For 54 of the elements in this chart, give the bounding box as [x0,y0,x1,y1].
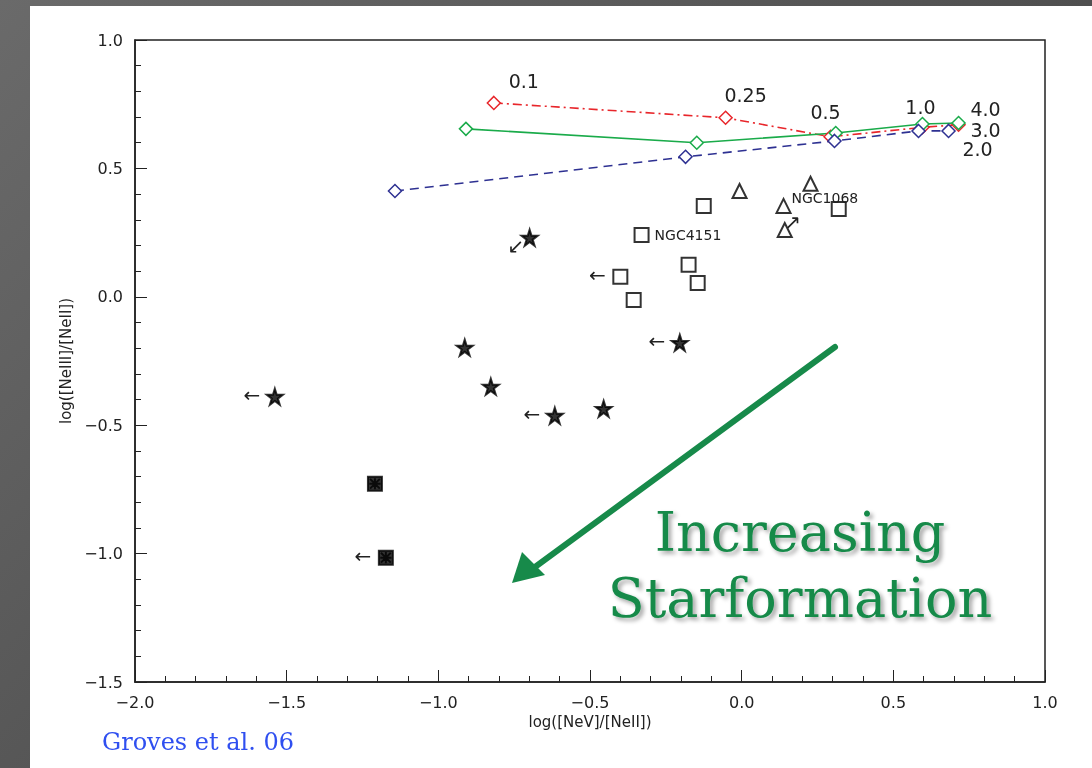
x-tick-label: −0.5 [570,692,610,712]
x-tick-label: −1.0 [418,692,458,712]
point [689,135,705,150]
annotation: ← [523,401,541,426]
annotation: 0.25 [724,83,767,106]
x-tick-label: −2.0 [115,692,155,712]
x-tick-label: −1.5 [267,692,307,712]
y-axis-title: log([NeIII]/[NeII]) [56,297,75,425]
annotation: ← [354,543,372,568]
y-tick-label: 0.5 [97,158,123,178]
x-tick-label: 1.0 [1032,692,1058,712]
annotation: ← [243,382,261,407]
point [941,123,956,139]
y-tick-label: −1.5 [84,672,123,692]
text: Groves et al. 06 [102,728,295,756]
annotation: 1.0 [905,96,936,119]
y-tick-label: −1.0 [84,544,123,564]
point [458,121,474,137]
annotation: ↙ [507,233,525,258]
point [387,183,403,199]
annotation: 4.0 [970,97,1001,120]
point [731,183,748,199]
x-tick-label: 0.0 [728,692,755,712]
point [480,375,502,398]
annotation: NGC4151 [654,226,722,243]
point [669,331,691,354]
point [264,385,286,408]
point [633,226,650,243]
y-tick-label: 1.0 [97,30,123,50]
point [486,95,502,111]
point [775,197,792,214]
annotation: ← [588,262,606,287]
point [689,274,706,291]
point [802,175,819,192]
x-tick-label: 0.5 [880,692,907,712]
y-tick-label: −0.5 [84,415,123,435]
point [695,197,712,214]
point [544,404,566,427]
x-axis-title: log([NeV]/[NeII]) [528,713,652,732]
point [827,133,842,149]
y-tick-label: 0.0 [97,287,123,307]
point [718,110,733,126]
annotation: 0.1 [508,69,539,92]
point [454,336,476,359]
point [612,268,629,285]
point [592,397,615,420]
annotation: NGC1068 [791,189,859,206]
annotation: Increasing Starformation [607,500,993,630]
point [680,256,697,273]
annotation: 0.5 [810,100,841,123]
point [625,291,642,308]
point [678,149,693,165]
annotation: ↗ [784,210,802,235]
annotation: ← [648,328,666,353]
